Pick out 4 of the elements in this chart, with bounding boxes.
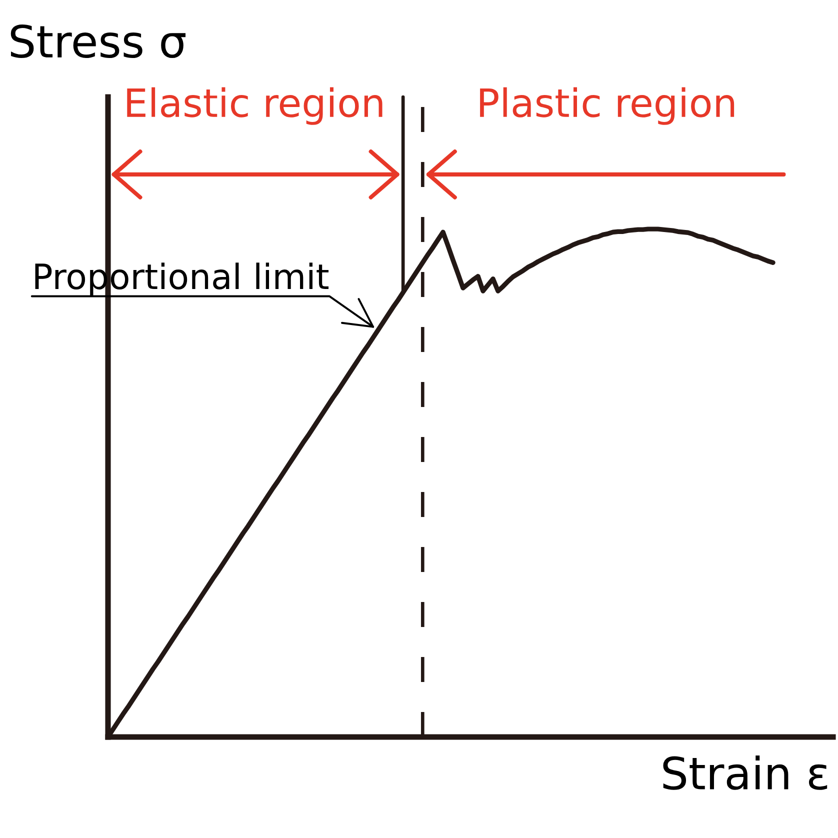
text: Plastic region — [480, 87, 734, 125]
text: Elastic region — [127, 87, 382, 125]
x-axis-title: Strain ε — [663, 755, 828, 790]
y-axis-title: Stress σ — [10, 24, 186, 58]
